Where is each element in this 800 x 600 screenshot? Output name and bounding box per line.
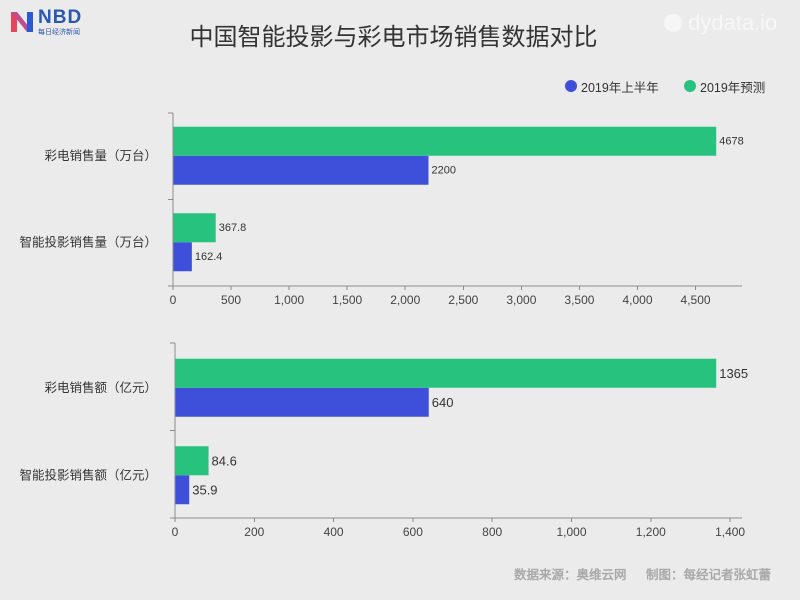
category-label-projector-sales-volume: 智能投影销售量（万台） (19, 234, 157, 249)
data-label-forecast-2019-projector-sales-revenue: 84.6 (212, 453, 237, 468)
data-label-forecast-2019-tv-sales-volume: 4678 (719, 135, 743, 147)
x-tick-label: 500 (221, 293, 241, 307)
x-tick-label: 1,200 (636, 525, 666, 539)
x-tick-label: 600 (403, 525, 423, 539)
x-tick-label: 0 (172, 525, 179, 539)
x-tick-label: 2,000 (390, 293, 420, 307)
x-tick-label: 3,500 (564, 293, 594, 307)
bar-chart-1: 0 500 1,000 1,500 2,000 2,500 3,000 3,500 4,000 4… (19, 112, 744, 307)
legend-item-first-half-2019: 2019年上半年 (565, 79, 659, 95)
data-label-forecast-2019-projector-sales-volume: 367.8 (219, 222, 247, 234)
x-tick-label: 1,500 (332, 293, 362, 307)
bar-first-half-2019-projector-sales-volume (173, 242, 192, 272)
x-tick-label: 4,000 (622, 293, 652, 307)
bar-chart-2: 0 200 400 600 800 1,000 1,200 1,400 彩电销售额（亿元） 640… (19, 342, 748, 539)
data-source: 数据来源：奥维云网 (513, 568, 627, 582)
data-label-first-half-2019-projector-sales-volume: 162.4 (195, 251, 223, 263)
x-tick-label: 1,000 (274, 293, 304, 307)
data-label-forecast-2019-tv-sales-revenue: 1365 (719, 366, 748, 381)
category-label-tv-sales-volume: 彩电销售量（万台） (44, 148, 157, 163)
x-tick-label: 1,400 (715, 525, 745, 539)
bar-forecast-2019-projector-sales-revenue (175, 446, 209, 476)
data-label-first-half-2019-projector-sales-revenue: 35.9 (192, 482, 217, 497)
data-label-first-half-2019-tv-sales-volume: 2200 (431, 164, 455, 176)
x-tick-label: 3,000 (506, 293, 536, 307)
chart-title: 中国智能投影与彩电市场销售数据对比 (189, 24, 598, 51)
watermark-text: dydata.io (688, 10, 778, 35)
bar-forecast-2019-tv-sales-revenue (175, 358, 717, 388)
bar-forecast-2019-projector-sales-volume (173, 213, 216, 243)
legend-swatch-circle-icon (565, 80, 577, 92)
x-tick-label: 2,500 (448, 293, 478, 307)
category-label-tv-sales-revenue: 彩电销售额（亿元） (44, 380, 157, 395)
nbd-logo-icon (11, 12, 33, 32)
bar-first-half-2019-tv-sales-volume (173, 155, 429, 185)
watermark: dydata.io (664, 10, 777, 36)
footer: 数据来源：奥维云网 制图：每经记者张虹蕾 (514, 568, 771, 582)
x-tick-label: 800 (482, 525, 502, 539)
legend-item-forecast-2019: 2019年预测 (684, 79, 766, 95)
x-tick-label: 1,000 (556, 525, 586, 539)
bar-first-half-2019-tv-sales-revenue (175, 387, 429, 417)
data-label-first-half-2019-tv-sales-revenue: 640 (432, 395, 454, 410)
x-tick-label: 400 (324, 525, 344, 539)
legend-label: 2019年预测 (700, 80, 766, 95)
logo-subtitle: 每日经济新闻 (38, 29, 80, 36)
x-tick-label: 0 (170, 293, 177, 307)
legend-swatch-circle-icon (684, 80, 696, 92)
bar-first-half-2019-projector-sales-revenue (175, 475, 190, 505)
legend-label: 2019年上半年 (581, 80, 659, 95)
logo-name: NBD (38, 7, 83, 28)
x-tick-label: 200 (244, 525, 264, 539)
dydata-logo-icon (664, 14, 682, 32)
category-label-projector-sales-revenue: 智能投影销售额（亿元） (19, 467, 157, 482)
nbd-logo: NBD 每日经济新闻 (10, 7, 92, 39)
chart-credit: 制图：每经记者张虹蕾 (645, 568, 771, 582)
bar-forecast-2019-tv-sales-volume (173, 126, 717, 156)
x-tick-label: 4,500 (681, 293, 711, 307)
